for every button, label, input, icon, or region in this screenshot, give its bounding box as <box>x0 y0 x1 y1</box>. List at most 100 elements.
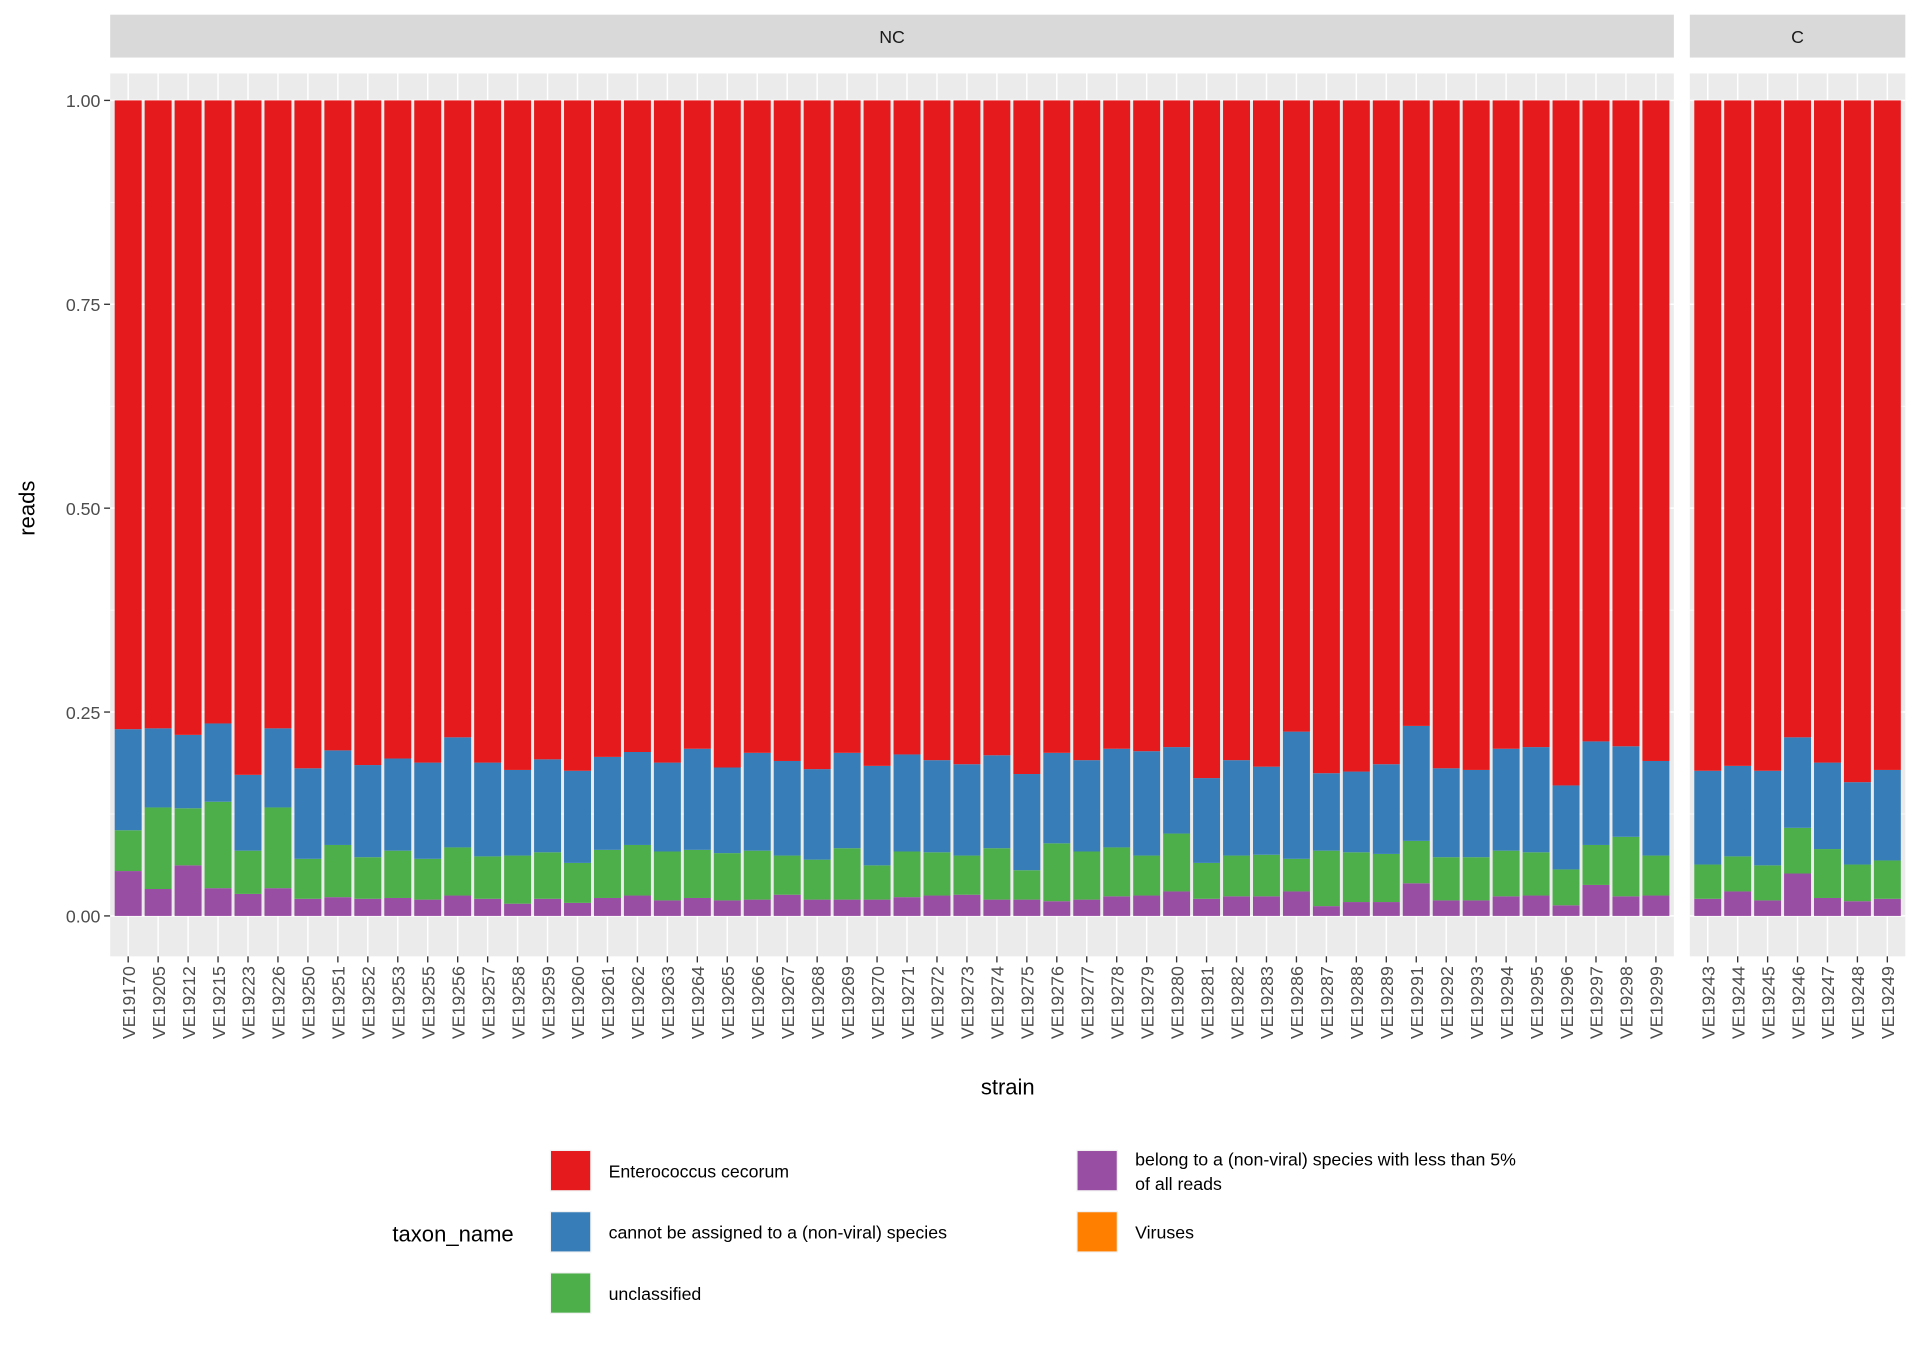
x-tick-label: VE19245 <box>1758 966 1778 1039</box>
bar-segment-minor-ve19253 <box>384 897 412 916</box>
bar-segment-unassigned-ve19258 <box>504 769 532 856</box>
bar-segment-unassigned-ve19256 <box>444 737 472 848</box>
bar-segment-unassigned-ve19247 <box>1814 762 1841 850</box>
bar-segment-cecorum-ve19292 <box>1432 100 1460 769</box>
bar-segment-unclassified-ve19259 <box>534 852 562 899</box>
x-tick-label: VE19258 <box>508 966 528 1039</box>
bar-segment-unassigned-ve19278 <box>1103 748 1131 848</box>
bar-segment-unclassified-ve19215 <box>204 801 232 889</box>
bar-segment-unclassified-ve19292 <box>1432 857 1460 901</box>
bar-segment-cecorum-ve19296 <box>1552 100 1580 786</box>
bar-segment-unclassified-ve19283 <box>1253 854 1280 897</box>
bar-segment-unassigned-ve19286 <box>1282 731 1310 859</box>
bar-segment-minor-ve19246 <box>1784 873 1812 916</box>
bar-segment-unclassified-ve19298 <box>1612 836 1640 897</box>
x-tick-label: VE19293 <box>1467 966 1487 1039</box>
x-tick-label: VE19252 <box>359 966 379 1039</box>
bar-segment-unassigned-ve19264 <box>683 748 711 850</box>
bar-segment-minor-ve19271 <box>893 897 921 916</box>
bar-segment-unclassified-ve19255 <box>414 858 442 900</box>
bar-segment-cecorum-ve19268 <box>803 100 831 770</box>
bar-segment-unassigned-ve19226 <box>264 728 292 808</box>
bar-segment-unassigned-ve19212 <box>174 734 202 809</box>
x-tick-label: VE19255 <box>418 966 438 1039</box>
x-tick-label: VE19269 <box>838 966 858 1039</box>
bar-segment-minor-ve19256 <box>444 895 472 916</box>
bar-segment-unclassified-ve19223 <box>234 850 262 894</box>
legend-label: unclassified <box>609 1284 702 1304</box>
bar-segment-minor-ve19280 <box>1163 891 1191 916</box>
bar-segment-unclassified-ve19265 <box>713 853 741 901</box>
bar-segment-unassigned-ve19292 <box>1432 768 1460 858</box>
bar-segment-minor-ve19299 <box>1642 895 1670 916</box>
bar-segment-minor-ve19273 <box>953 894 981 916</box>
y-tick-label: 0.25 <box>66 703 101 723</box>
x-tick-label: VE19274 <box>988 966 1008 1039</box>
bar-segment-unclassified-ve19170 <box>114 830 142 872</box>
bar-segment-unassigned-ve19253 <box>384 758 412 851</box>
y-tick-label: 0.75 <box>66 295 101 315</box>
y-tick-label: 1.00 <box>66 91 101 111</box>
bar-segment-cecorum-ve19243 <box>1694 100 1722 771</box>
bar-segment-minor-ve19293 <box>1462 900 1490 916</box>
bar-segment-unclassified-ve19295 <box>1522 852 1550 896</box>
facet-strip <box>1689 14 1906 58</box>
bar-segment-cecorum-ve19250 <box>294 100 322 769</box>
bar-segment-minor-ve19266 <box>743 899 771 916</box>
bar-segment-unassigned-ve19270 <box>863 765 891 866</box>
bar-segment-cecorum-ve19261 <box>593 100 621 757</box>
bar-segment-unclassified-ve19266 <box>743 850 771 900</box>
bar-segment-unclassified-ve19287 <box>1312 850 1340 907</box>
x-tick-label: VE19267 <box>778 966 798 1039</box>
legend-swatch-unclassified <box>551 1273 591 1313</box>
bar-segment-unclassified-ve19243 <box>1694 864 1722 899</box>
bar-segment-unassigned-ve19205 <box>144 728 172 808</box>
x-tick-label: VE19281 <box>1197 966 1217 1039</box>
x-tick-label: VE19248 <box>1848 966 1868 1039</box>
x-tick-label: VE19170 <box>119 966 139 1039</box>
bar-segment-unclassified-ve19272 <box>923 852 951 896</box>
bar-segment-unclassified-ve19248 <box>1843 864 1871 902</box>
bar-segment-cecorum-ve19275 <box>1013 100 1041 775</box>
bar-segment-minor-ve19244 <box>1724 891 1752 916</box>
legend-swatch-unassigned <box>551 1212 591 1252</box>
bar-segment-cecorum-ve19264 <box>683 100 711 749</box>
x-tick-label: VE19244 <box>1728 966 1748 1039</box>
bar-segment-unassigned-ve19259 <box>534 759 562 853</box>
x-tick-label: VE19283 <box>1257 966 1277 1039</box>
y-tick-label: 0.50 <box>66 499 101 519</box>
legend-label: Enterococcus cecorum <box>609 1161 790 1181</box>
bar-segment-minor-ve19291 <box>1402 883 1430 916</box>
bar-segment-cecorum-ve19289 <box>1372 100 1400 765</box>
bar-segment-cecorum-ve19279 <box>1133 100 1161 752</box>
bar-segment-minor-ve19243 <box>1694 898 1722 916</box>
bar-segment-unassigned-ve19250 <box>294 768 322 859</box>
bar-segment-unassigned-ve19269 <box>833 752 861 849</box>
facet-strip <box>110 14 1674 58</box>
bar-segment-unclassified-ve19278 <box>1103 847 1131 897</box>
bar-segment-unclassified-ve19268 <box>803 859 831 900</box>
bar-segment-unassigned-ve19267 <box>773 760 801 856</box>
bar-segment-unclassified-ve19261 <box>593 849 621 898</box>
bar-segment-unassigned-ve19170 <box>114 729 142 831</box>
bar-segment-unclassified-ve19244 <box>1724 856 1752 892</box>
bar-segment-cecorum-ve19246 <box>1784 100 1812 738</box>
bar-segment-unassigned-ve19297 <box>1582 741 1610 845</box>
bar-segment-unclassified-ve19226 <box>264 807 292 889</box>
bar-segment-unclassified-ve19250 <box>294 858 322 899</box>
y-axis-title: reads <box>14 481 39 536</box>
legend-item-viruses: Viruses <box>1076 1211 1194 1253</box>
bar-segment-unclassified-ve19251 <box>324 844 352 898</box>
bar-segment-unassigned-ve19245 <box>1754 770 1782 866</box>
bar-segment-unclassified-ve19262 <box>623 844 651 896</box>
bar-segment-minor-ve19296 <box>1552 905 1580 916</box>
bar-segment-cecorum-ve19205 <box>144 100 172 729</box>
bar-segment-unclassified-ve19276 <box>1043 843 1071 902</box>
bar-segment-cecorum-ve19259 <box>534 100 562 760</box>
bar-segment-minor-ve19251 <box>324 897 352 916</box>
bar-segment-unassigned-ve19277 <box>1073 760 1101 852</box>
bar-segment-unassigned-ve19266 <box>743 752 771 851</box>
x-tick-label: VE19251 <box>329 966 349 1039</box>
bar-segment-unclassified-ve19291 <box>1402 840 1430 884</box>
